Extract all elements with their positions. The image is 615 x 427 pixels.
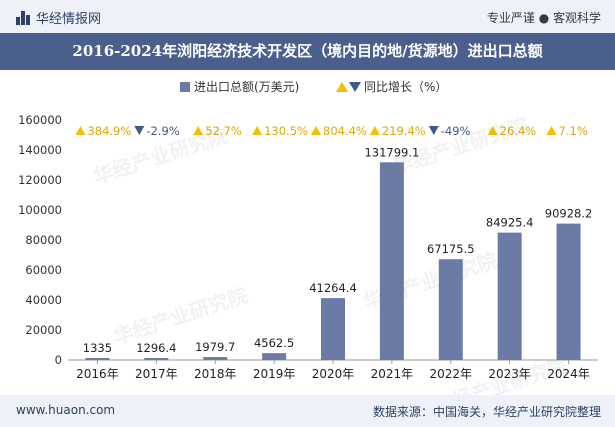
growth-label: 384.9%	[87, 124, 131, 138]
x-tick-label: 2023年	[488, 367, 531, 381]
bar	[262, 353, 287, 360]
x-tick-label: 2022年	[430, 367, 473, 381]
growth-label: 7.1%	[559, 124, 588, 138]
growth-label: 804.4%	[323, 124, 367, 138]
growth-label: -2.9%	[146, 124, 179, 138]
legend-triangle-up-icon	[336, 82, 348, 92]
x-tick-label: 2021年	[371, 367, 414, 381]
growth-label: 52.7%	[205, 124, 242, 138]
growth-label: 219.4%	[382, 124, 426, 138]
growth-down-icon	[428, 126, 439, 135]
growth-label: 130.5%	[264, 124, 308, 138]
growth-label: 26.4%	[500, 124, 537, 138]
brand: 华经情报网	[16, 8, 101, 27]
data-label: 84925.4	[486, 216, 534, 230]
brand-name: 华经情报网	[36, 12, 102, 27]
bar	[438, 259, 463, 360]
data-label: 1335	[83, 341, 112, 355]
data-label: 4562.5	[254, 336, 294, 350]
legend-label-growth: 同比增长（%）	[364, 80, 447, 94]
bar	[203, 357, 228, 360]
title-bar: 2016-2024年浏阳经济技术开发区（境内目的地/货源地）进出口总额	[0, 33, 615, 70]
data-label: 41264.4	[309, 281, 357, 295]
chart-title: 2016-2024年浏阳经济技术开发区（境内目的地/货源地）进出口总额	[72, 42, 543, 60]
growth-up-icon	[487, 126, 498, 135]
legend-triangle-down-icon	[349, 82, 361, 92]
y-tick-label: 140000	[18, 143, 62, 157]
x-tick-label: 2017年	[135, 367, 178, 381]
y-tick-label: 60000	[25, 263, 62, 277]
x-tick-label: 2018年	[194, 367, 237, 381]
data-label: 1296.4	[136, 341, 176, 355]
data-label: 131799.1	[364, 145, 419, 159]
growth-up-icon	[75, 126, 86, 135]
brand-logo-icon	[16, 10, 30, 25]
y-tick-label: 160000	[18, 113, 62, 127]
bar	[379, 162, 404, 360]
data-label: 67175.5	[427, 242, 475, 256]
growth-up-icon	[311, 126, 321, 135]
y-tick-label: 20000	[25, 323, 62, 337]
bar	[321, 298, 345, 360]
bar	[556, 223, 581, 360]
bar	[144, 358, 169, 360]
y-tick-label: 40000	[25, 293, 62, 307]
chart: 进出口总额(万美元) 同比增长（%） 0 20000 40000 60000 80000 10…	[18, 80, 598, 381]
top-bar: 华经情报网 专业严谨 ● 客观科学	[0, 0, 615, 33]
bar	[497, 232, 522, 360]
growth-up-icon	[193, 126, 204, 135]
x-tick-label: 2024年	[547, 367, 590, 381]
growth-label: -49%	[441, 124, 471, 138]
x-tick-label: 2019年	[253, 367, 296, 381]
tagline: 专业严谨 ● 客观科学	[486, 11, 601, 25]
data-source: 数据来源：中国海关，华经产业研究院整理	[372, 405, 601, 419]
growth-down-icon	[134, 126, 145, 135]
legend-label-bar: 进出口总额(万美元)	[194, 80, 299, 94]
data-label: 1979.7	[195, 340, 235, 354]
y-tick-label: 80000	[25, 233, 62, 247]
legend-swatch-bar	[180, 82, 190, 92]
website-link[interactable]: www.huaon.com	[16, 403, 116, 417]
growth-up-icon	[369, 126, 380, 135]
data-label: 90928.2	[545, 207, 593, 221]
growth-up-icon	[252, 126, 263, 135]
x-tick-label: 2016年	[76, 367, 119, 381]
x-tick-label: 2020年	[312, 367, 355, 381]
bar	[85, 357, 110, 360]
y-tick-label: 100000	[18, 203, 62, 217]
growth-up-icon	[546, 126, 557, 135]
y-tick-label: 120000	[18, 173, 62, 187]
footer: www.huaon.com 数据来源：中国海关，华经产业研究院整理	[0, 395, 615, 427]
y-tick-label: 0	[55, 353, 62, 367]
